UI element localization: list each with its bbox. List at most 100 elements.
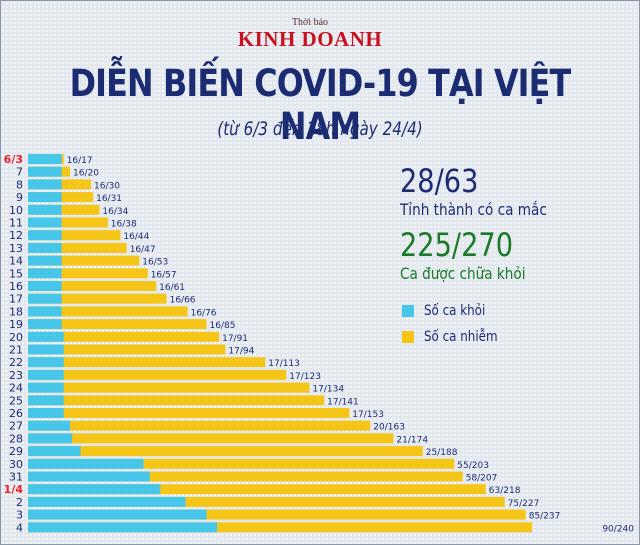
brand-tagline: Thời báo — [291, 17, 329, 28]
bar-recovered — [28, 179, 62, 190]
data-label: 85/237 — [529, 512, 561, 522]
bar-recovered — [28, 509, 207, 520]
category-label: 17 — [9, 293, 23, 306]
bar-infected — [28, 255, 140, 266]
bar-recovered — [28, 217, 62, 228]
bar-recovered — [28, 382, 64, 393]
data-label: 16/61 — [159, 283, 185, 293]
data-label: 16/76 — [191, 308, 217, 318]
bar-recovered — [28, 154, 62, 164]
data-label: 58/207 — [466, 474, 498, 484]
data-label: 16/20 — [73, 169, 99, 179]
data-label: 16/31 — [96, 194, 122, 204]
brand-logo: Thời báo KINH DOANH — [0, 17, 620, 51]
chart-title: DIỄN BIẾN COVID-19 TẠI VIỆT NAM — [69, 62, 572, 148]
bar-infected — [28, 230, 121, 241]
category-label: 28 — [9, 432, 23, 445]
data-label: 20/163 — [373, 423, 405, 433]
bar-recovered — [28, 281, 62, 291]
category-label: 16 — [9, 280, 23, 293]
bar-recovered — [28, 522, 217, 533]
data-label: 16/85 — [210, 321, 236, 331]
data-label: 63/218 — [489, 486, 521, 496]
legend-label-recovered: Số ca khỏi — [424, 303, 486, 319]
category-label: 19 — [9, 318, 23, 331]
data-label: 16/34 — [102, 207, 128, 217]
bar-recovered — [28, 319, 62, 330]
data-label: 17/134 — [312, 385, 344, 395]
category-label: 27 — [9, 420, 23, 433]
bar-recovered — [28, 496, 186, 507]
bar-infected — [28, 522, 532, 533]
category-label: 31 — [9, 471, 23, 484]
bar-recovered — [28, 408, 64, 418]
bar-infected — [28, 369, 287, 380]
data-label: 16/44 — [123, 232, 149, 242]
data-label: 17/123 — [289, 372, 321, 382]
category-label: 10 — [9, 204, 23, 217]
category-label: 1/4 — [4, 483, 24, 496]
data-label: 16/17 — [67, 156, 93, 166]
recovered-stat-label: Ca được chữa khỏi — [400, 264, 526, 283]
category-label: 4 — [16, 521, 23, 534]
category-label: 7 — [16, 166, 23, 179]
bar-infected — [28, 420, 371, 431]
bar-infected — [28, 293, 167, 304]
category-label: 3 — [16, 509, 23, 522]
legend-swatch-infected — [402, 331, 414, 343]
bar-recovered — [28, 471, 150, 482]
bar-recovered — [28, 420, 70, 431]
bar-infected — [28, 217, 108, 228]
category-label: 26 — [9, 407, 23, 420]
bar-recovered — [28, 306, 62, 317]
data-label: 16/30 — [94, 181, 120, 191]
bar-infected — [28, 268, 148, 279]
chart-subtitle: (từ 6/3 đến 18h ngày 24/4) — [217, 118, 423, 140]
data-label: 17/141 — [327, 397, 359, 407]
data-label: 16/57 — [151, 270, 177, 280]
provinces-stat-value: 28/63 — [400, 162, 479, 200]
data-label: 16/38 — [111, 220, 137, 230]
bar-recovered — [28, 255, 62, 266]
bar-recovered — [28, 192, 62, 203]
bar-recovered — [28, 357, 64, 368]
bar-infected — [28, 306, 188, 317]
chart-legend: Số ca khỏi Số ca nhiễm — [402, 300, 511, 352]
category-label: 21 — [9, 344, 23, 357]
legend-item-recovered: Số ca khỏi — [402, 300, 511, 322]
bar-recovered — [28, 458, 144, 469]
legend-item-infected: Số ca nhiễm — [402, 326, 511, 348]
bar-infected — [28, 395, 325, 406]
data-label: 90/240 — [602, 524, 634, 534]
bar-recovered — [28, 369, 64, 380]
bar-recovered — [28, 268, 62, 279]
category-label: 20 — [9, 331, 23, 344]
bar-infected — [28, 357, 266, 368]
bar-infected — [28, 458, 455, 469]
bar-infected — [28, 408, 350, 418]
bar-infected — [28, 433, 394, 444]
bar-recovered — [28, 293, 62, 304]
bar-infected — [28, 496, 505, 507]
bar-infected — [28, 484, 486, 495]
data-label: 17/94 — [228, 347, 254, 357]
data-label: 25/188 — [426, 448, 458, 458]
category-label: 24 — [9, 382, 23, 395]
category-label: 22 — [9, 356, 23, 369]
bar-infected — [28, 281, 157, 291]
bar-infected — [28, 446, 423, 457]
bar-recovered — [28, 446, 81, 457]
bar-infected — [28, 382, 310, 393]
legend-swatch-recovered — [402, 305, 414, 317]
category-label: 15 — [9, 267, 23, 280]
bar-recovered — [28, 433, 73, 444]
bar-infected — [28, 471, 463, 482]
bar-infected — [28, 331, 220, 342]
category-label: 9 — [16, 191, 23, 204]
category-label: 11 — [9, 217, 23, 230]
category-label: 23 — [9, 369, 23, 382]
bar-infected — [28, 509, 526, 520]
provinces-stat-label: Tỉnh thành có ca mắc — [400, 200, 547, 219]
category-label: 13 — [9, 242, 23, 255]
